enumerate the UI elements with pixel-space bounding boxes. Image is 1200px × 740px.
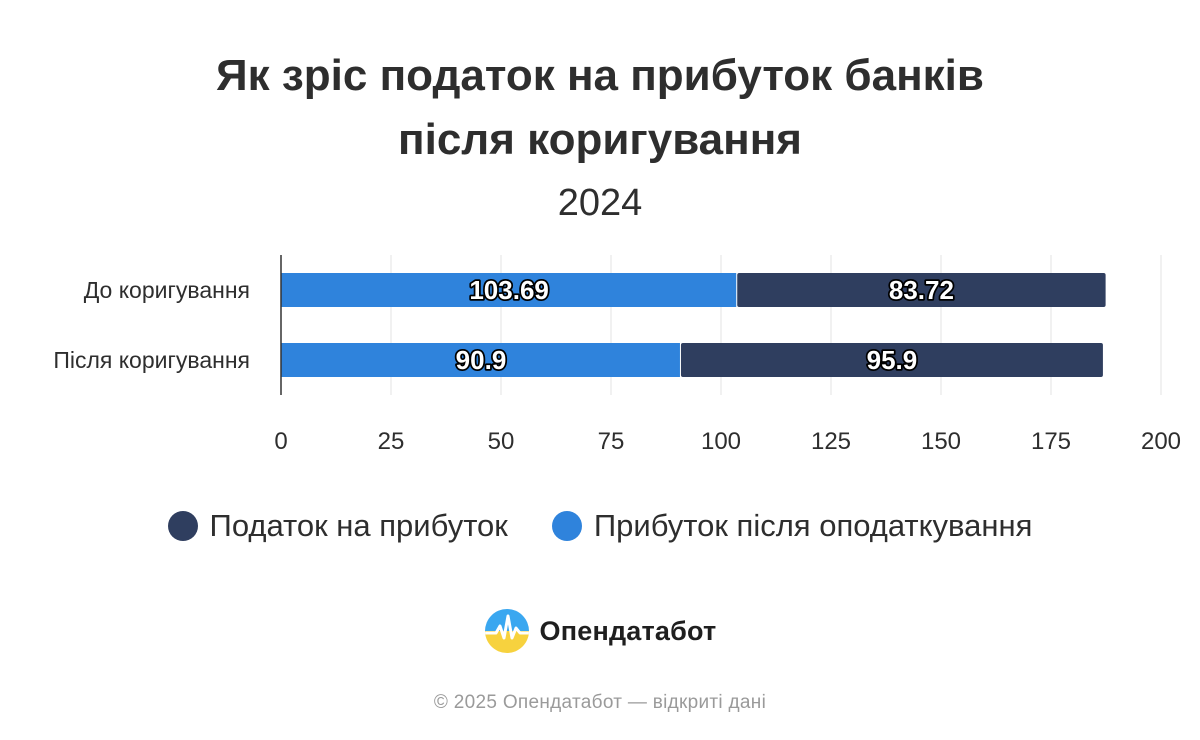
legend-item-profit[interactable]: Прибуток після оподаткування [551,508,1033,544]
x-tick-label: 200 [1141,428,1181,455]
x-tick-label: 50 [488,428,515,455]
category-label: Після коригування [53,347,250,373]
x-tick-label: 100 [701,428,741,455]
legend-swatch-tax [167,511,198,541]
bar-segment [281,343,680,377]
data-label: 103.69 [469,275,549,305]
bar-segment [281,273,737,307]
footer-copyright: © 2025 Опендатабот — відкриті дані [433,692,767,713]
data-label: 90.9 [456,345,507,375]
opendatabot-logo-icon [484,609,529,653]
x-tick-label: 150 [921,428,961,455]
data-label: 83.72 [889,275,954,305]
bar-chart: 0 25 50 75 100 125 150 175 200 До коригування Післ… [53,255,1181,455]
x-tick-label: 25 [378,428,405,455]
chart-title: Як зріс податок на прибуток банків після… [0,44,1200,172]
legend-swatch-profit [551,511,582,541]
bar-segment [680,343,1103,377]
data-label: 95.9 [867,345,918,375]
x-tick-label: 75 [598,428,625,455]
category-label: До коригування [84,277,250,303]
x-tick-label: 125 [811,428,851,455]
legend-label-profit: Прибуток після оподаткування [593,508,1033,543]
legend-item-tax[interactable]: Податок на прибуток [167,508,508,544]
x-tick-label: 175 [1031,428,1071,455]
legend-label-tax: Податок на прибуток [209,508,508,543]
chart-title-line-1: Як зріс податок на прибуток банків [216,51,984,100]
brand-name: Опендатабот [539,615,717,646]
bar-segment [737,273,1106,307]
brand: Опендатабот [0,608,1200,654]
chart-subtitle: 2024 [557,182,643,224]
chart-legend: Податок на прибуток Прибуток після опода… [0,508,1200,544]
chart-title-line-2: після коригування [398,115,802,164]
x-tick-label: 0 [274,428,287,455]
